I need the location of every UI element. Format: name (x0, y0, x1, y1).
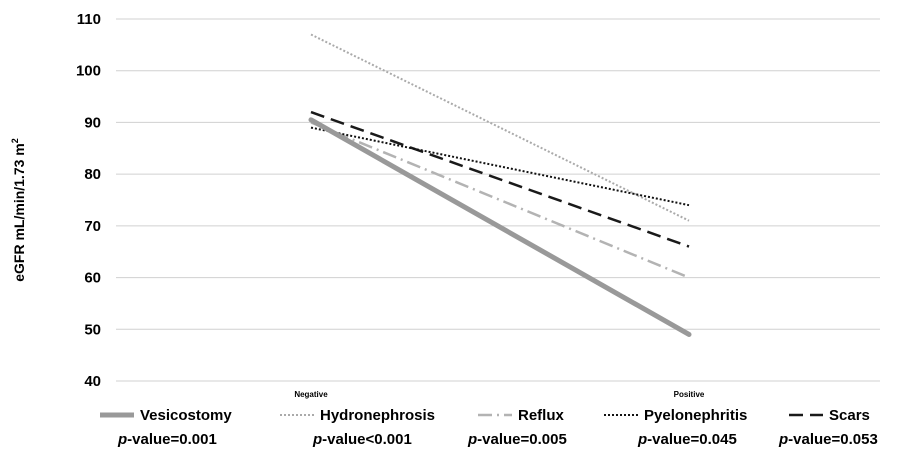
y-axis-ticks: 40 50 60 70 80 90 100 110 (76, 11, 101, 390)
y-tick-label: 70 (84, 218, 101, 235)
x-category-label: Negative (294, 390, 328, 399)
series-line-pyelonephritis (310, 126, 690, 207)
series-line-scars (310, 110, 690, 248)
y-axis-label: eGFR mL/min/1.73 m2 (10, 138, 27, 282)
series-line-reflux (310, 121, 690, 279)
gridlines (116, 18, 880, 382)
series-lines (308, 33, 692, 337)
series-line-hydronephrosis (310, 33, 690, 222)
p-value-hydronephrosis: p-value<0.001 (313, 431, 412, 448)
y-tick-label: 110 (77, 11, 101, 28)
legend-label-pyelonephritis: Pyelonephritis (644, 407, 747, 424)
y-tick-label: 40 (84, 373, 101, 390)
y-tick-label: 80 (84, 166, 101, 183)
p-value-reflux: p-value=0.005 (468, 431, 567, 448)
p-value-scars: p-value=0.053 (779, 431, 878, 448)
x-category-label: Positive (674, 390, 705, 399)
legend: Vesicostomy Hydronephrosis Reflux Pyeloneph… (100, 407, 870, 424)
y-tick-label: 60 (84, 270, 101, 287)
x-axis-categories: Negative Positive (294, 390, 705, 399)
p-value-pyelonephritis: p-value=0.045 (638, 431, 737, 448)
legend-label-hydronephrosis: Hydronephrosis (320, 407, 435, 424)
series-line-vesicostomy (308, 117, 692, 337)
y-tick-label: 90 (84, 114, 101, 131)
legend-label-vesicostomy: Vesicostomy (140, 407, 232, 424)
legend-label-reflux: Reflux (518, 407, 565, 424)
y-tick-label: 50 (84, 321, 101, 338)
y-tick-label: 100 (76, 63, 101, 80)
p-value-vesicostomy: p-value=0.001 (118, 431, 217, 448)
legend-label-scars: Scars (829, 407, 870, 424)
